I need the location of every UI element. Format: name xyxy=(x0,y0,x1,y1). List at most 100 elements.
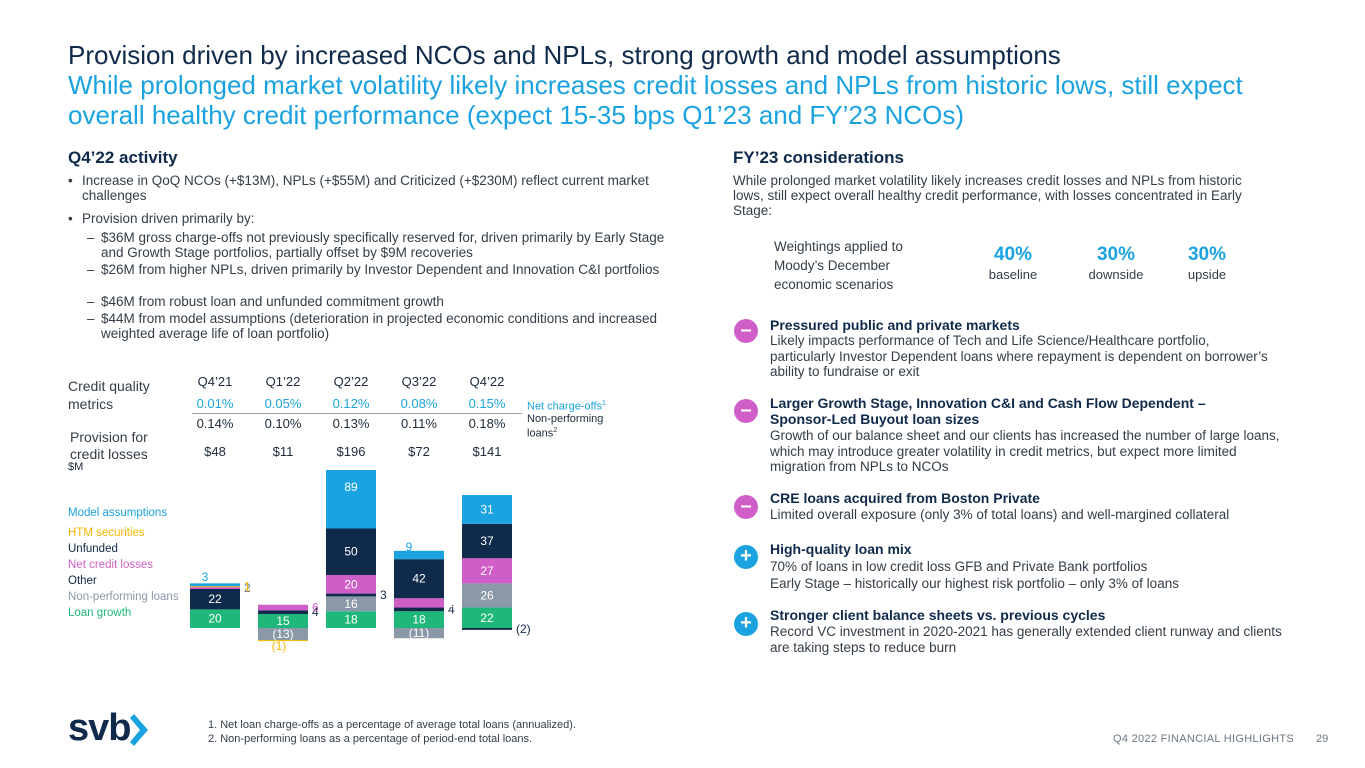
bar-value-label: 3 xyxy=(380,588,387,602)
weight-label: baseline xyxy=(988,267,1038,282)
metrics-divider xyxy=(192,413,522,414)
legend-unfunded: Unfunded xyxy=(68,543,118,555)
bar-value-label: 4 xyxy=(448,602,455,616)
bar-segment xyxy=(190,586,240,588)
bar-value-label: (13) xyxy=(272,627,293,641)
bar-segment xyxy=(190,587,240,589)
provision-value: $72 xyxy=(408,444,430,459)
bar-segment xyxy=(462,628,512,630)
consideration-text: Growth of our balance sheet and our clie… xyxy=(770,428,1280,474)
bar-value-label: 27 xyxy=(480,564,494,578)
sub-dash: – xyxy=(87,294,95,309)
bullet-1: Increase in QoQ NCOs (+$13M), NPLs (+$55… xyxy=(82,173,649,203)
unit-label: $M xyxy=(68,461,84,473)
sub-bullet-3: $46M from robust loan and unfunded commi… xyxy=(101,294,444,309)
plus-icon: + xyxy=(734,545,758,569)
bar-segment xyxy=(394,607,444,612)
minus-icon: – xyxy=(734,319,758,343)
bar-segment xyxy=(394,550,444,560)
legend-loan-growth: Loan growth xyxy=(68,607,132,619)
bar-segment xyxy=(190,609,240,628)
bar-segment xyxy=(462,523,512,559)
quarter-header: Q3’22 xyxy=(401,374,437,389)
bullet-dot: • xyxy=(68,173,73,188)
bar-segment xyxy=(258,628,308,641)
consideration-title: CRE loans acquired from Boston Private xyxy=(770,490,1040,506)
nco-value: 0.15% xyxy=(468,396,506,411)
provision-label: credit losses xyxy=(70,446,148,462)
legend-model: Model assumptions xyxy=(68,507,168,519)
page-subtitle: While prolonged market volatility likely… xyxy=(68,70,1243,130)
bar-segment xyxy=(462,495,512,524)
bar-value-label: 89 xyxy=(344,480,358,494)
nco-value: 0.08% xyxy=(400,396,438,411)
sub-bullet-4: $44M from model assumptions (deteriorati… xyxy=(101,311,658,341)
legend-other: Other xyxy=(68,575,97,587)
npl-label: Non-performing loans2 xyxy=(527,413,604,440)
bar-value-label: 22 xyxy=(208,592,222,606)
quarter-header: Q4’21 xyxy=(197,374,233,389)
npl-value: 0.14% xyxy=(196,416,234,431)
provision-stacked-bar-chart: 202221315(13)46(1)1816320508918(11)41042… xyxy=(190,470,531,653)
minus-icon: – xyxy=(734,495,758,519)
bar-value-label: 31 xyxy=(480,502,494,516)
bar-segment xyxy=(326,470,376,529)
npl-value: 0.13% xyxy=(332,416,370,431)
bar-value-label: 3 xyxy=(202,570,209,584)
page-number: 29 xyxy=(1316,733,1329,745)
bar-value-label: (11) xyxy=(409,626,429,640)
npl-value: 0.10% xyxy=(264,416,302,431)
quarter-header: Q1’22 xyxy=(265,374,301,389)
provision-label: Provision for xyxy=(70,429,148,445)
minus-icon: – xyxy=(734,399,758,423)
consideration-title: Larger Growth Stage, Innovation C&I and … xyxy=(770,395,1206,427)
weight-label: downside xyxy=(1088,267,1144,282)
bar-value-label: 20 xyxy=(344,577,358,591)
page-title: Provision driven by increased NCOs and N… xyxy=(68,40,1061,70)
bar-value-label: 10 xyxy=(448,596,462,610)
bar-value-label: (2) xyxy=(516,622,531,636)
consideration-text: Record VC investment in 2020-2021 has ge… xyxy=(770,624,1282,655)
bar-segment xyxy=(462,558,512,584)
bar-segment xyxy=(326,574,376,594)
bar-segment xyxy=(326,596,376,612)
bar-value-label: 9 xyxy=(406,540,413,554)
weight-pct: 30% xyxy=(1096,244,1136,265)
consideration-title: Pressured public and private markets xyxy=(770,317,1020,333)
right-intro: While prolonged market volatility likely… xyxy=(733,173,1242,218)
bar-value-label: 18 xyxy=(412,613,426,627)
weightings-label: Weightings applied to Moody’s December e… xyxy=(774,239,903,292)
bar-value-label: 42 xyxy=(412,572,426,586)
bar-segment xyxy=(326,593,376,597)
sub-bullet-1: $36M gross charge-offs not previously sp… xyxy=(101,230,665,260)
legend-npl: Non-performing loans xyxy=(68,591,179,603)
chart-legend: Model assumptions HTM securities Unfunde… xyxy=(68,507,179,621)
bar-value-label: 20 xyxy=(208,612,222,626)
quarter-header: Q2’22 xyxy=(333,374,369,389)
right-heading: FY’23 considerations xyxy=(733,148,904,167)
bar-segment xyxy=(258,640,308,642)
weight-pct: 30% xyxy=(1187,244,1227,265)
nco-value: 0.05% xyxy=(264,396,302,411)
provision-value: $11 xyxy=(272,444,294,459)
bar-segment xyxy=(394,598,444,608)
bar-value-label: 50 xyxy=(344,545,358,559)
consideration-text: Likely impacts performance of Tech and L… xyxy=(770,333,1268,379)
left-heading: Q4’22 activity xyxy=(68,148,178,167)
bar-segment xyxy=(394,611,444,628)
consideration-text: Limited overall exposure (only 3% of tot… xyxy=(770,507,1230,522)
metrics-label: Credit quality xyxy=(68,378,150,394)
consideration-text: 70% of loans in low credit loss GFB and … xyxy=(770,559,1148,574)
sub-dash: – xyxy=(87,230,95,245)
footnote-1: 1. Net loan charge-offs as a percentage … xyxy=(208,719,576,731)
bar-value-label: (1) xyxy=(272,639,287,653)
bar-value-label: 1 xyxy=(244,580,251,594)
bar-segment xyxy=(258,610,308,615)
bar-value-label: 16 xyxy=(344,597,358,611)
consideration-title: Stronger client balance sheets vs. previ… xyxy=(770,607,1106,623)
bar-value-label: 37 xyxy=(480,534,494,548)
footnote-2: 2. Non-performing loans as a percentage … xyxy=(208,733,533,745)
bar-segment xyxy=(394,628,444,639)
bar-segment xyxy=(394,559,444,599)
bullet-2: Provision driven primarily by: xyxy=(82,211,255,226)
